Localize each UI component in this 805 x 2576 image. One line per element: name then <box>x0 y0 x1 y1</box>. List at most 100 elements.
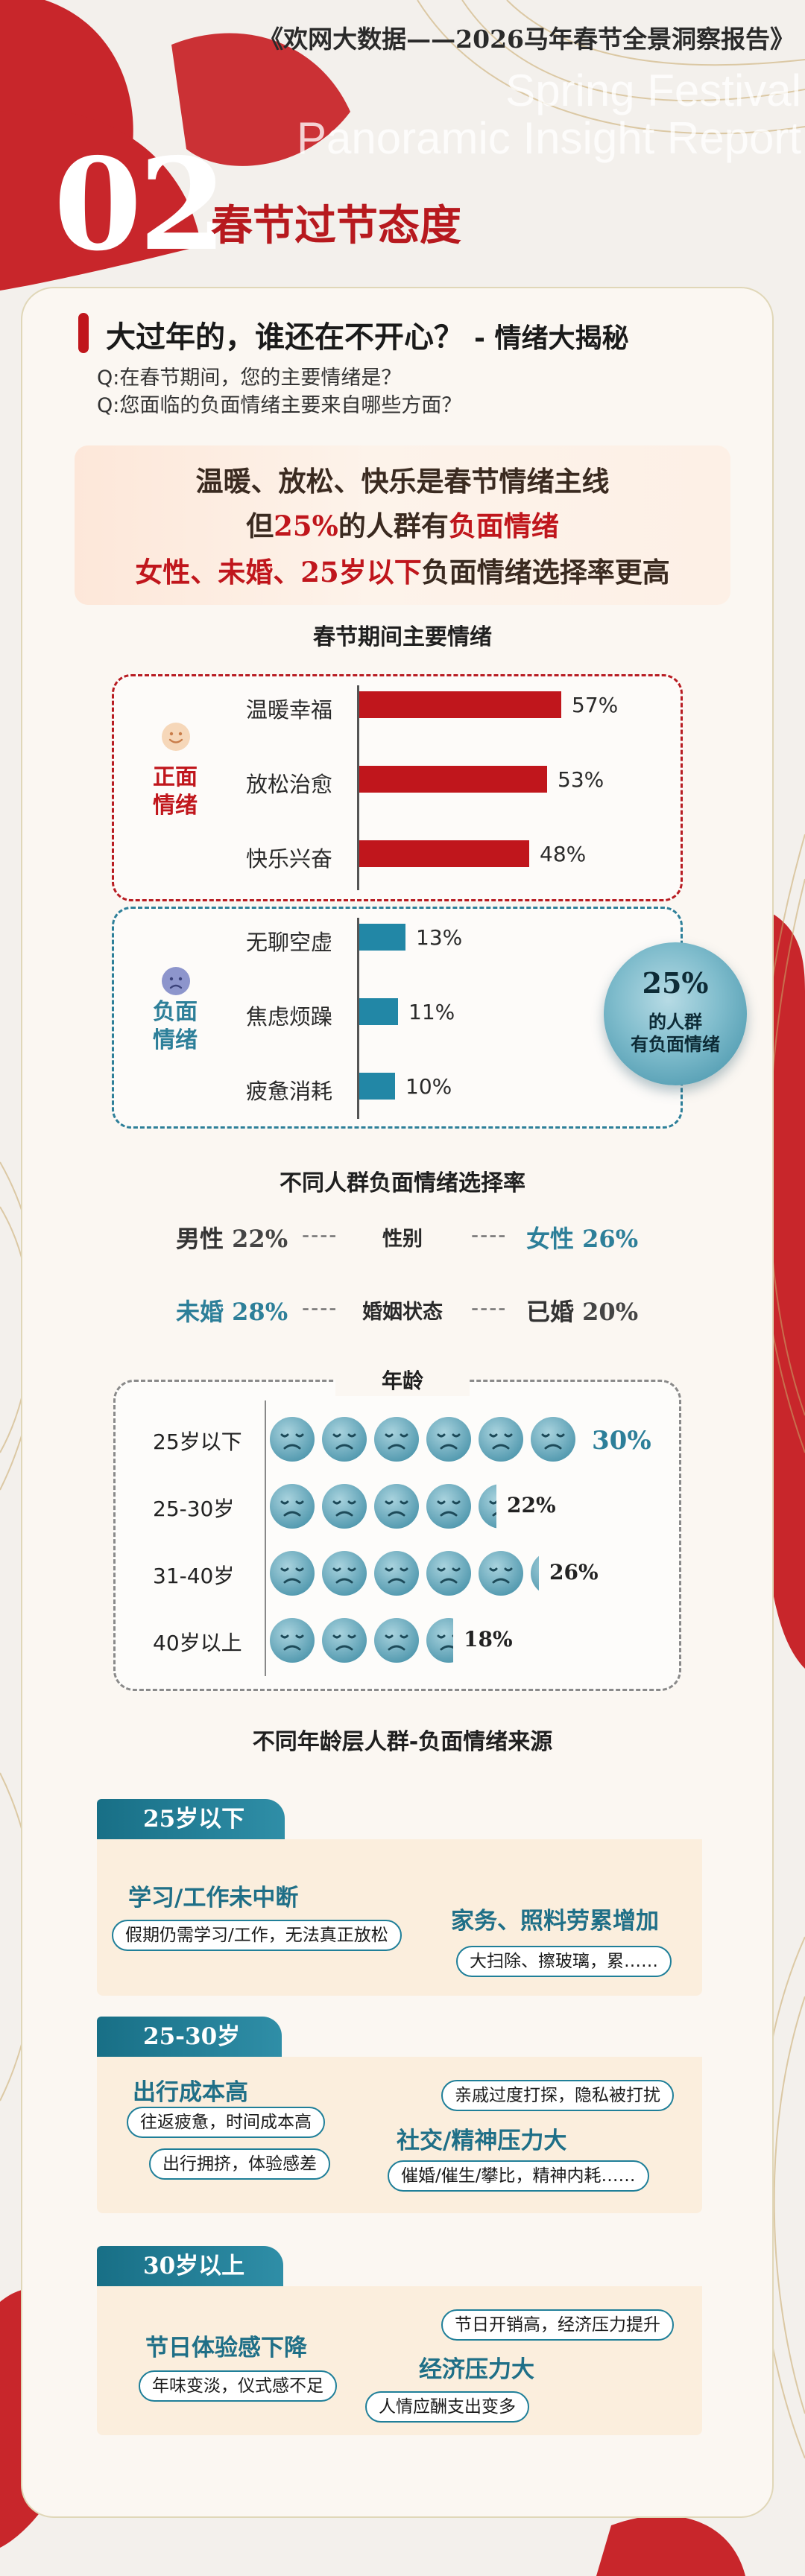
sad-face-icon <box>321 1415 368 1463</box>
emotion-bar-value: 57% <box>572 693 619 717</box>
sad-face-icon <box>268 1415 316 1463</box>
key-finding-line-2: 但25%的人群有负面情绪 <box>0 504 805 544</box>
key-finding-pct: 25% <box>274 510 338 542</box>
male-label: 男性 <box>176 1225 224 1253</box>
male-pct: 22% <box>232 1225 288 1253</box>
sad-face-icon <box>477 1549 525 1597</box>
emotion-bar-value: 10% <box>405 1074 452 1099</box>
sad-face-icon <box>268 1549 316 1597</box>
pill-travel-crowded: 出行拥挤，体验感差 <box>149 2148 330 2180</box>
pill-travel-tired: 往返疲惫，时间成本高 <box>127 2107 325 2138</box>
female-pct: 26% <box>582 1225 639 1253</box>
bubble-pct: 25% <box>642 966 709 1000</box>
age-row-pct: 26% <box>549 1560 599 1584</box>
emotion-bar-value: 11% <box>408 1000 455 1024</box>
sad-face-icon <box>268 1617 316 1664</box>
emotion-bar <box>359 998 398 1025</box>
emotion-bar-label: 疲惫消耗 <box>246 1079 333 1104</box>
bubble-line-1: 的人群 <box>648 1012 702 1032</box>
pill-study-work: 假期仍需学习/工作，无法真正放松 <box>112 1920 402 1951</box>
topic-travel-cost: 出行成本高 <box>133 2079 248 2106</box>
pill-social-pressure: 催婚/催生/攀比，精神内耗…… <box>388 2160 649 2192</box>
sad-face-icon <box>321 1482 368 1530</box>
age-chart-axis <box>265 1400 266 1676</box>
key-finding-line-1: 温暖、放松、快乐是春节情绪主线 <box>195 465 610 498</box>
topic-study-work: 学习/工作未中断 <box>128 1885 299 1912</box>
unmarried-stat: 未婚 28% <box>176 1293 288 1327</box>
sad-face-icon <box>373 1482 420 1530</box>
emotion-bar <box>359 1073 395 1100</box>
section-name: 春节过节态度 <box>211 201 461 250</box>
sad-face-icon <box>268 1482 316 1530</box>
segment-header-over-30: 30岁以上 <box>97 2246 283 2286</box>
age-row-label: 25岁以下 <box>153 1430 242 1454</box>
gender-separator-left: ---- <box>302 1222 338 1247</box>
sad-face-icon <box>373 1415 420 1463</box>
sad-face-icon <box>373 1617 420 1664</box>
sad-face-icon <box>373 1549 420 1597</box>
headline-accent-bar <box>78 313 89 353</box>
emotion-chart-title: 春节期间主要情绪 <box>313 624 492 650</box>
age-row-pct: 30% <box>592 1426 651 1456</box>
emotion-bar <box>359 766 547 793</box>
married-stat: 已婚 20% <box>526 1293 638 1327</box>
english-title-line2: Panoramic Insight Report <box>297 113 801 163</box>
key-finding-line-3: 女性、未婚、25岁以下负面情绪选择率更高 <box>0 550 805 590</box>
sources-title: 不同年龄层人群-负面情绪来源 <box>252 1729 553 1755</box>
emotion-bar-label: 快乐兴奋 <box>246 846 333 872</box>
marital-separator-left: ---- <box>302 1295 338 1320</box>
pill-economic-pressure: 人情应酬支出变多 <box>365 2391 529 2423</box>
age-chart-title: 年龄 <box>381 1368 423 1393</box>
sad-face-icon <box>162 967 190 995</box>
age-row-label: 25-30岁 <box>153 1497 235 1521</box>
age-row-label: 40岁以上 <box>153 1631 242 1655</box>
negative-emotion-label: 负面情绪 <box>153 999 198 1053</box>
unmarried-pct: 28% <box>232 1298 288 1326</box>
gender-separator-right: ---- <box>471 1222 508 1247</box>
headline: 大过年的，谁还在不开心？ - 情绪大揭秘 <box>106 313 628 356</box>
marital-label: 婚姻状态 <box>362 1301 443 1324</box>
emotion-bar <box>359 691 561 718</box>
emotion-bar-value: 48% <box>540 842 587 866</box>
key-finding-line-3b: 负面情绪选择率更高 <box>421 556 670 589</box>
segment-header-under-25: 25岁以下 <box>97 1799 285 1839</box>
sad-face-icon <box>321 1549 368 1597</box>
sad-face-icon <box>529 1415 577 1463</box>
english-title-line1: Spring Festival <box>505 66 801 115</box>
partial-sad-face-icon <box>425 1617 453 1664</box>
topic-housework: 家务、照料劳累增加 <box>451 1908 659 1935</box>
demographics-title: 不同人群负面情绪选择率 <box>280 1170 525 1196</box>
pill-experience: 年味变淡，仪式感不足 <box>139 2370 337 2402</box>
topic-social-pressure: 社交/精神压力大 <box>397 2128 567 2154</box>
emotion-bar-label: 焦虑烦躁 <box>246 1004 333 1030</box>
report-title: 《欢网大数据——2026马年春节全景洞察报告》 <box>259 25 795 54</box>
female-label: 女性 <box>526 1225 575 1253</box>
english-title: Spring Festival Panoramic Insight Report <box>212 67 801 162</box>
sad-face-icon <box>425 1415 473 1463</box>
age-title-backdrop <box>335 1363 470 1396</box>
emotion-bar <box>359 840 529 867</box>
emotion-bar-label: 无聊空虚 <box>246 930 333 955</box>
emotion-bar-label: 放松治愈 <box>246 772 333 797</box>
pill-spending: 节日开销高，经济压力提升 <box>441 2309 674 2341</box>
key-finding-negative: 负面情绪 <box>448 510 559 542</box>
married-label: 已婚 <box>526 1298 575 1326</box>
bubble-text: 的人群 有负面情绪 <box>604 1011 747 1056</box>
partial-sad-face-icon <box>529 1549 539 1597</box>
age-row-pct: 22% <box>507 1493 556 1517</box>
headline-sub: - 情绪大揭秘 <box>474 323 629 354</box>
pill-housework: 大扫除、擦玻璃，累…… <box>456 1946 672 1977</box>
bubble-line-2: 有负面情绪 <box>631 1034 720 1055</box>
segment-header-25-30: 25-30岁 <box>97 2017 282 2057</box>
section-number: 02 <box>54 130 227 279</box>
marital-separator-right: ---- <box>471 1295 508 1320</box>
sad-face-icon <box>425 1482 473 1530</box>
pill-relatives: 亲戚过度打探，隐私被打扰 <box>441 2080 674 2111</box>
question-1: Q:在春节期间，您的主要情绪是？ <box>97 367 402 390</box>
emotion-bar-value: 13% <box>416 925 463 950</box>
headline-main: 大过年的，谁还在不开心？ <box>106 320 464 355</box>
question-2: Q:您面临的负面情绪主要来自哪些方面？ <box>97 394 462 417</box>
key-finding-box <box>75 445 730 605</box>
negative-bar-axis <box>357 918 359 1119</box>
sad-face-icon <box>321 1617 368 1664</box>
